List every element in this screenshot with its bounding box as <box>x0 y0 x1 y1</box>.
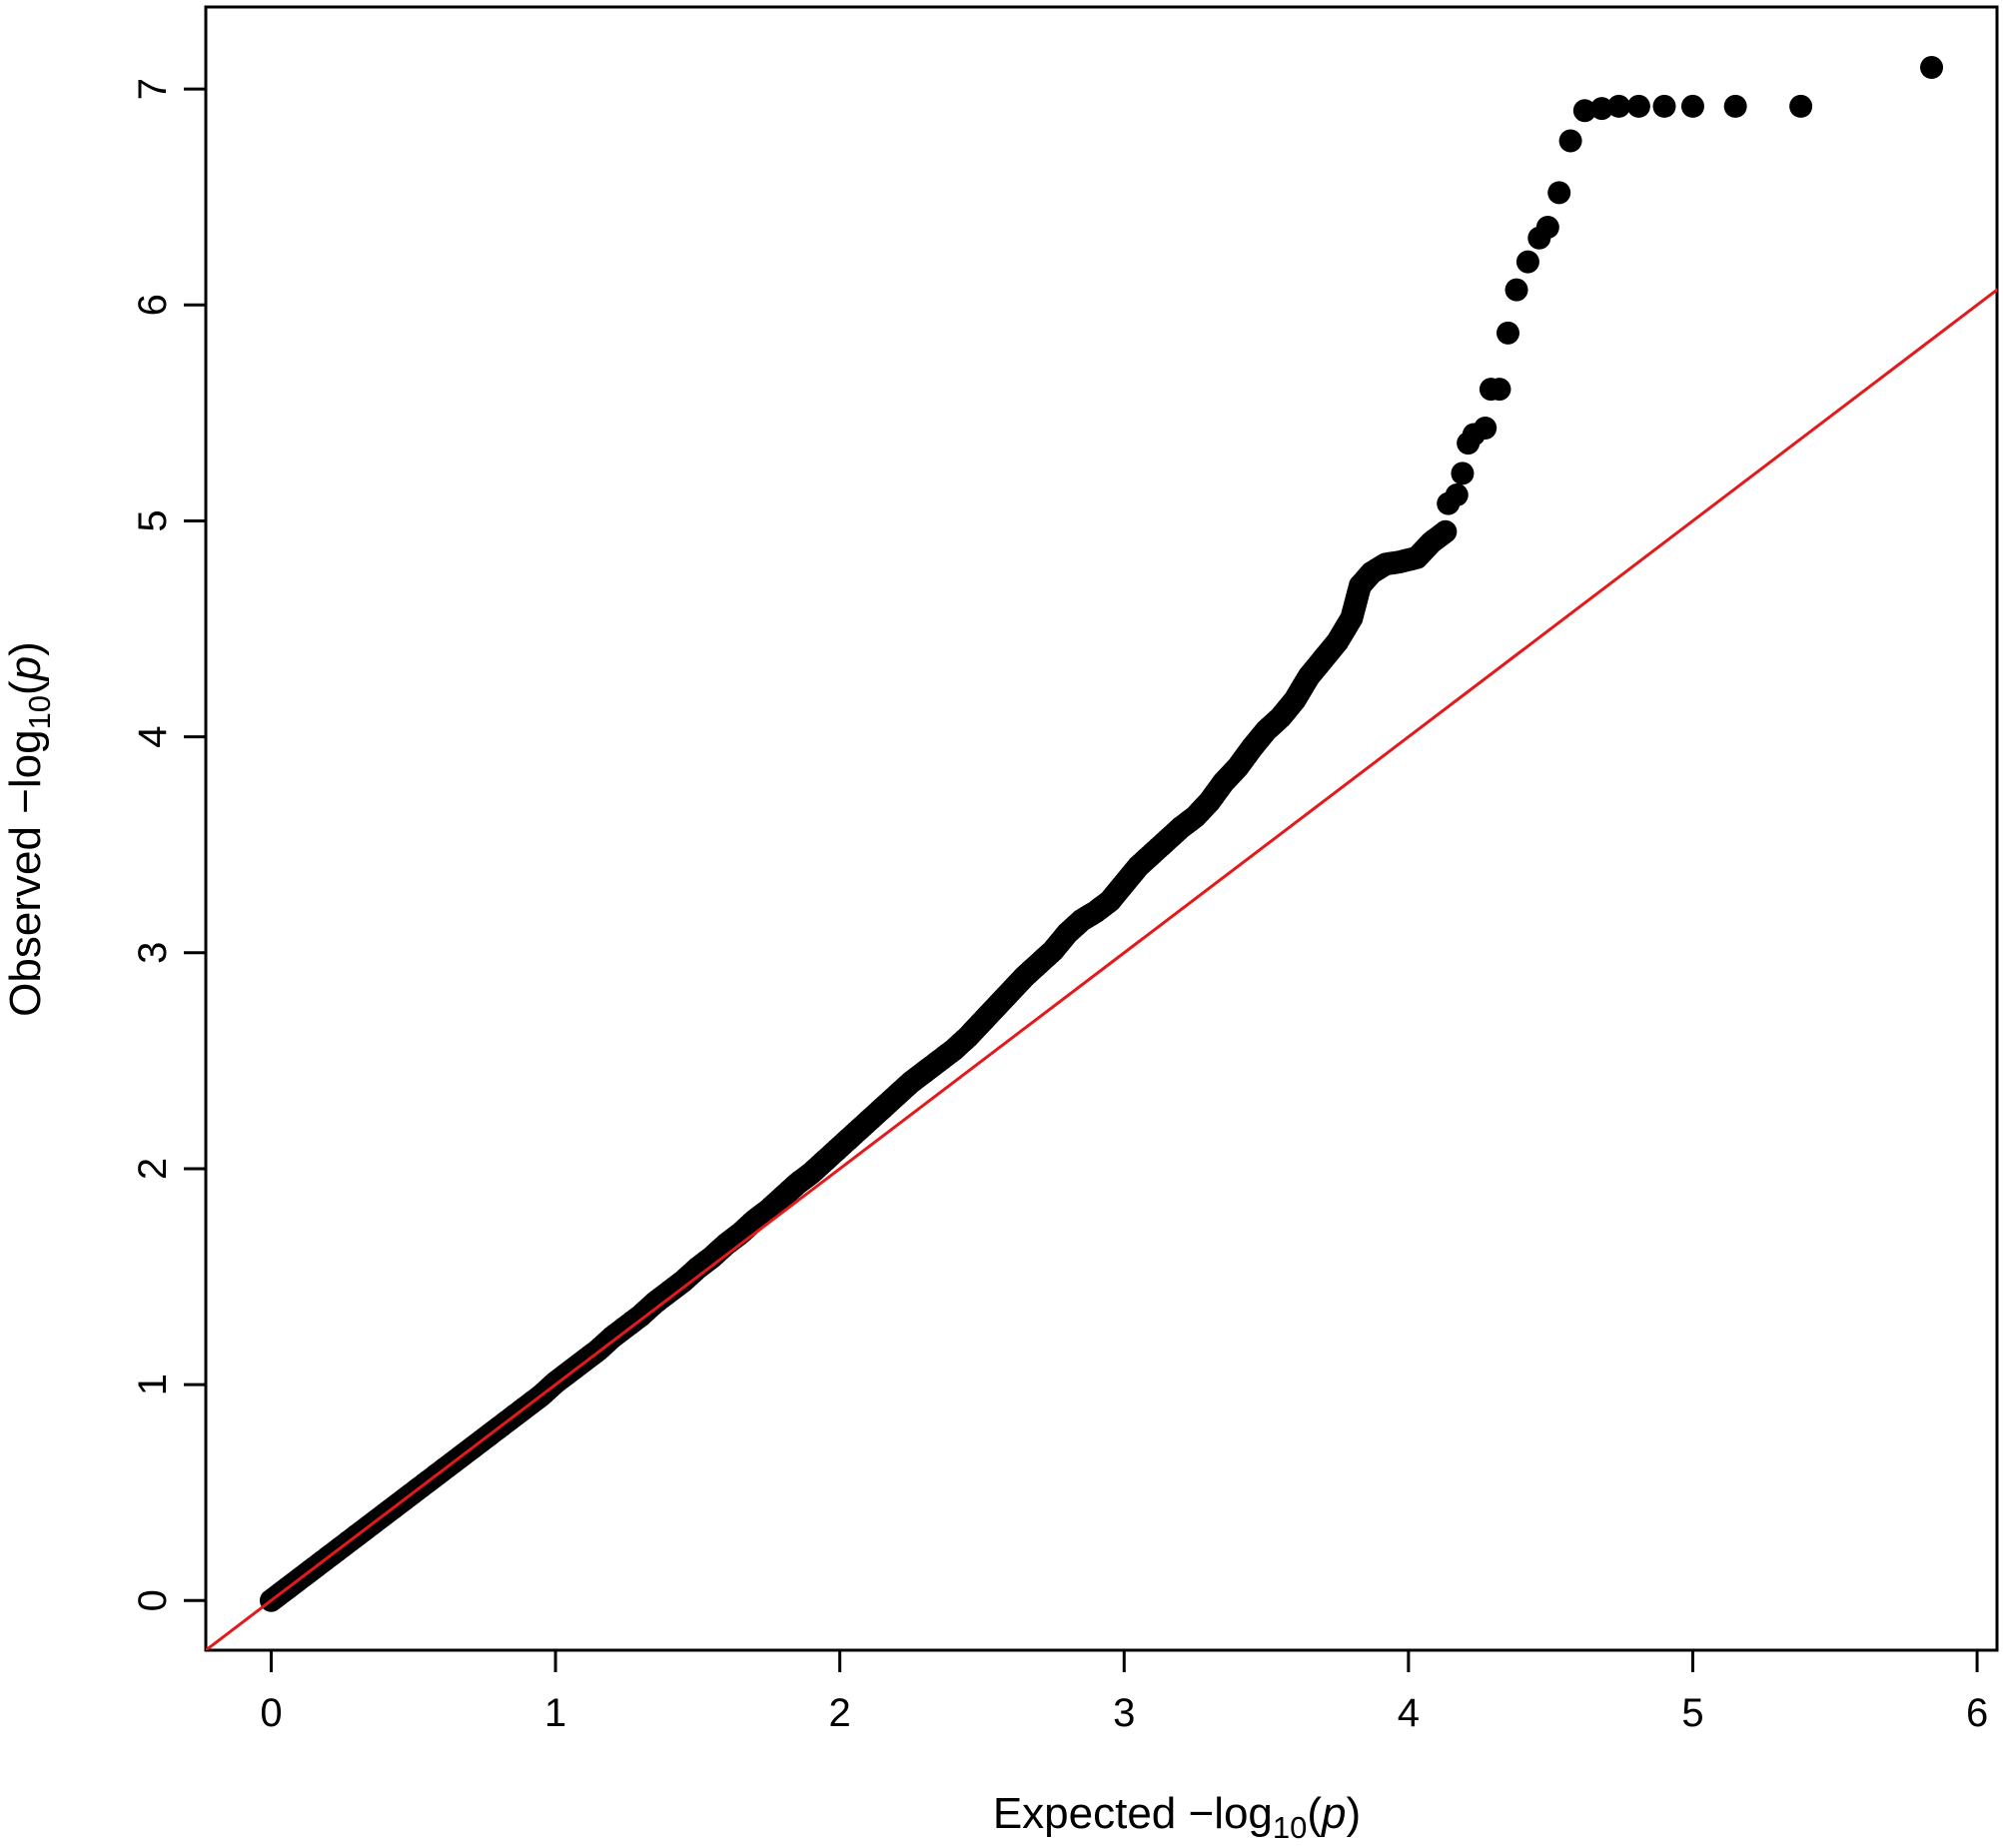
data-point <box>1723 94 1747 118</box>
x-tick-label: 4 <box>1398 1691 1420 1735</box>
y-tick-label: 4 <box>131 726 175 748</box>
x-axis: 0 1 2 3 4 5 6 <box>260 1648 1988 1735</box>
data-point <box>1920 56 1944 80</box>
y-tick-label: 6 <box>131 294 175 316</box>
plot-frame <box>204 5 1999 1652</box>
data-point <box>1572 99 1596 123</box>
y-tick-label: 2 <box>131 1158 175 1180</box>
data-point <box>1488 378 1511 402</box>
x-axis-label: Expected −log10(p) <box>993 1789 1361 1843</box>
data-point <box>1789 94 1813 118</box>
x-tick-label: 3 <box>1113 1691 1135 1735</box>
data-point <box>1606 94 1630 118</box>
y-axis-label: Observed −log10(p) <box>1 641 57 1017</box>
data-point <box>1680 94 1704 118</box>
data-point <box>1434 519 1458 543</box>
data-point <box>1626 94 1650 118</box>
reference-line <box>206 288 1997 1650</box>
x-tick-label: 6 <box>1966 1691 1988 1735</box>
data-point <box>1652 94 1676 118</box>
data-point <box>1515 250 1539 274</box>
x-tick-label: 5 <box>1681 1691 1703 1735</box>
data-point <box>1558 129 1582 153</box>
data-points <box>259 56 1944 1612</box>
y-tick-label: 1 <box>131 1374 175 1395</box>
data-point <box>1535 215 1559 239</box>
y-tick-label: 3 <box>131 942 175 964</box>
data-point <box>1445 483 1469 507</box>
data-point <box>1504 278 1528 302</box>
y-tick-label: 7 <box>131 78 175 100</box>
data-point <box>1547 181 1571 205</box>
data-point <box>1451 462 1475 485</box>
data-point <box>1474 417 1498 441</box>
x-tick-label: 0 <box>260 1691 282 1735</box>
data-point <box>1496 321 1519 345</box>
y-tick-label: 5 <box>131 509 175 531</box>
y-tick-label: 0 <box>131 1589 175 1611</box>
data-point <box>1589 97 1613 121</box>
x-tick-label: 1 <box>544 1691 566 1735</box>
y-axis: 0 1 2 3 4 5 6 7 <box>131 78 208 1611</box>
x-tick-label: 2 <box>829 1691 851 1735</box>
